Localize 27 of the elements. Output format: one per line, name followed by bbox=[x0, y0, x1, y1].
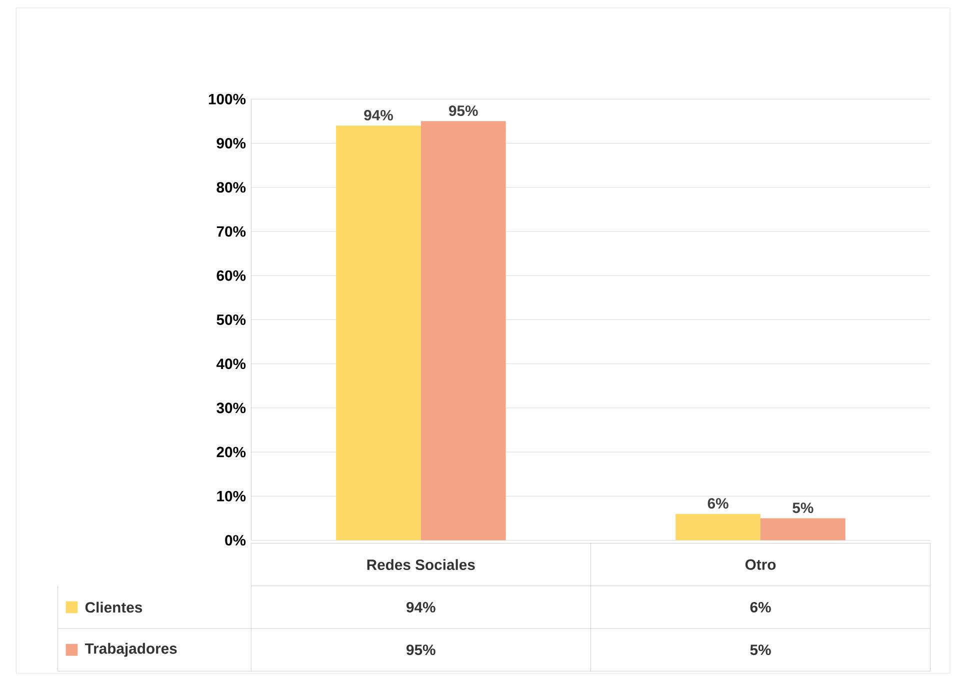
data-label: 95% bbox=[406, 644, 436, 656]
text: 5% bbox=[792, 502, 814, 514]
bar bbox=[420, 121, 506, 540]
y-tick-label: 30% bbox=[216, 402, 246, 414]
x-tick-label: Redes Sociales bbox=[367, 559, 475, 570]
text: 94% bbox=[364, 110, 393, 120]
y-tick-label: 0% bbox=[225, 534, 246, 546]
y-tick-label: 70% bbox=[216, 226, 246, 237]
text: 95% bbox=[449, 105, 478, 116]
x-tick-label: Otro bbox=[745, 559, 776, 570]
legend-label: Trabajadores bbox=[84, 642, 177, 657]
text: 6% bbox=[708, 498, 728, 509]
y-tick-label: 80% bbox=[216, 182, 246, 193]
legend-label: Clientes bbox=[85, 602, 142, 613]
data-label: 5% bbox=[750, 644, 771, 656]
bar bbox=[676, 514, 760, 540]
y-tick-label: 100% bbox=[208, 94, 246, 104]
y-tick-label: 20% bbox=[216, 446, 246, 458]
bar bbox=[760, 518, 846, 540]
data-label: 6% bbox=[750, 602, 771, 612]
y-tick-label: 60% bbox=[216, 270, 246, 281]
data-label: 94% bbox=[406, 602, 436, 612]
y-tick-label: 90% bbox=[216, 138, 246, 148]
y-tick-label: 10% bbox=[217, 490, 246, 502]
bar bbox=[336, 126, 421, 540]
y-tick-label: 40% bbox=[216, 358, 246, 370]
y-tick-label: 50% bbox=[216, 314, 246, 325]
